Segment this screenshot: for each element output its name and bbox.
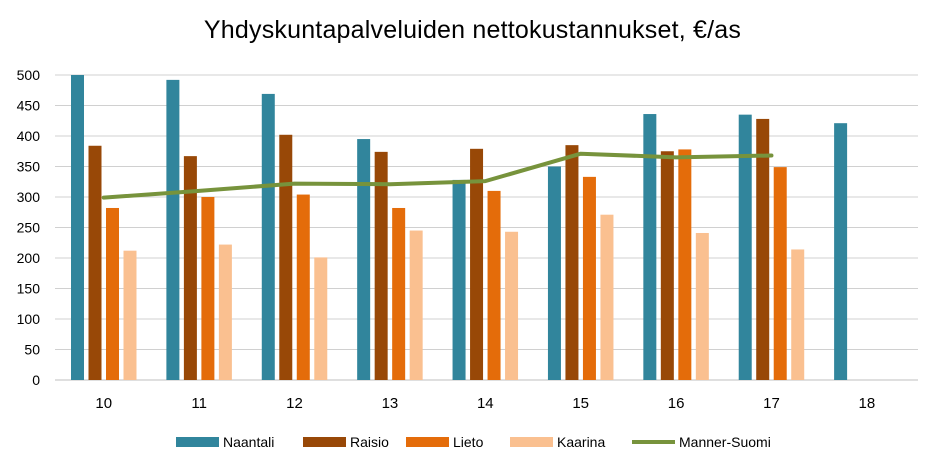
bar-naantali-11: [166, 79, 180, 380]
bar-naantali-15: [547, 166, 561, 380]
bar-lieto-16: [678, 149, 692, 380]
bar-naantali-12: [261, 93, 275, 380]
x-tick-label-17: 17: [763, 395, 780, 412]
bar-raisio-13: [374, 151, 388, 380]
x-tick-label-16: 16: [668, 395, 685, 412]
x-tick-label-14: 14: [477, 395, 494, 412]
legend-label-kaarina: Kaarina: [557, 434, 605, 450]
x-tick-label-15: 15: [572, 395, 589, 412]
bar-naantali-10: [71, 75, 84, 380]
y-tick-label-400: 400: [17, 128, 41, 144]
bar-kaarina-13: [409, 230, 423, 380]
bar-raisio-12: [279, 134, 293, 380]
chart-title: Yhdyskuntapalveluiden nettokustannukset,…: [203, 16, 742, 44]
y-tick-label-500: 500: [17, 67, 41, 83]
bar-raisio-15: [565, 145, 579, 380]
x-tick-label-18: 18: [859, 395, 876, 412]
legend-swatch-raisio: [303, 437, 346, 447]
bar-naantali-13: [357, 139, 371, 380]
bar-kaarina-12: [314, 257, 328, 380]
y-tick-label-0: 0: [32, 372, 40, 388]
x-tick-label-11: 11: [191, 395, 207, 412]
bar-raisio-11: [183, 156, 197, 380]
bar-lieto-11: [201, 197, 215, 380]
x-tick-label-10: 10: [95, 395, 112, 412]
y-tick-label-300: 300: [17, 189, 41, 205]
bar-lieto-13: [392, 207, 406, 380]
legend-swatch-kaarina: [510, 437, 553, 447]
y-tick-label-450: 450: [17, 98, 41, 114]
y-tick-label-150: 150: [17, 281, 41, 297]
bar-lieto-12: [296, 194, 310, 380]
y-tick-label-350: 350: [17, 159, 41, 175]
y-tick-label-50: 50: [24, 342, 40, 358]
bar-raisio-17: [756, 118, 770, 381]
legend-label-manner-suomi: Manner-Suomi: [679, 434, 771, 450]
bar-lieto-17: [773, 167, 787, 380]
bar-lieto-14: [487, 190, 501, 380]
bar-lieto-15: [582, 176, 596, 380]
legend-label-lieto: Lieto: [453, 434, 484, 450]
bar-naantali-18: [834, 123, 848, 380]
bar-naantali-14: [452, 179, 466, 380]
bar-kaarina-11: [218, 244, 232, 380]
legend-swatch-lieto: [406, 437, 449, 447]
bar-naantali-17: [738, 114, 752, 381]
y-tick-label-200: 200: [17, 250, 41, 266]
bar-kaarina-17: [791, 249, 805, 380]
bar-lieto-10: [106, 207, 119, 380]
x-tick-label-12: 12: [286, 395, 303, 412]
line-manner-suomi: [101, 151, 774, 200]
bar-raisio-10: [88, 145, 102, 380]
legend-label-raisio: Raisio: [350, 434, 389, 450]
y-tick-label-250: 250: [17, 220, 41, 236]
legend-label-naantali: Naantali: [223, 434, 274, 450]
bar-naantali-16: [643, 114, 657, 380]
bar-kaarina-10: [123, 250, 137, 380]
y-tick-label-100: 100: [17, 311, 41, 327]
bar-raisio-16: [660, 151, 674, 380]
x-tick-label-13: 13: [382, 395, 399, 412]
bar-raisio-14: [470, 148, 484, 380]
bar-kaarina-15: [600, 214, 614, 380]
bar-kaarina-16: [695, 232, 709, 380]
legend-swatch-naantali: [176, 437, 219, 447]
bar-kaarina-14: [505, 231, 519, 380]
